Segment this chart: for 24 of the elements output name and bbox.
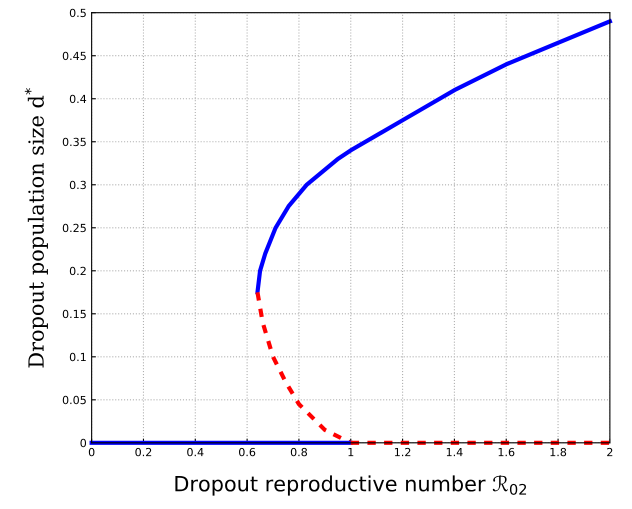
x-tick-label: 1.4 — [446, 448, 463, 456]
y-tick-label: 0.1 — [70, 352, 86, 362]
y-tick-label: 0.25 — [62, 224, 86, 232]
x-tick-label: 0.4 — [187, 448, 204, 456]
y-tick-label: 0.15 — [62, 310, 86, 318]
x-tick-label: 2 — [607, 448, 612, 456]
x-tick-label: 1.2 — [394, 448, 410, 456]
x-tick-label: 1.6 — [498, 448, 514, 456]
x-tick-label: 1 — [348, 448, 354, 456]
y-tick-label: 0.35 — [62, 138, 86, 146]
x-tick-label: 0.8 — [290, 448, 308, 456]
x-tick-label: 0.6 — [239, 448, 256, 456]
x-tick-label: 1.8 — [550, 448, 566, 456]
y-axis-title: Dropout population size d$^{*}$ — [24, 88, 48, 368]
x-tick-label: 0 — [88, 448, 94, 456]
y-tick-label: 0.45 — [62, 52, 86, 60]
y-tick-label: 0.05 — [62, 396, 86, 404]
y-tick-label: 0.2 — [70, 266, 86, 276]
y-tick-label: 0.3 — [70, 180, 86, 190]
y-tick-label: 0 — [80, 438, 86, 448]
x-tick-label: 0.2 — [135, 448, 152, 456]
y-tick-label: 0.4 — [70, 94, 86, 104]
x-axis-title: Dropout reproductive number ℛ$_{02}$ — [175, 475, 526, 496]
y-tick-label: 0.5 — [70, 8, 86, 18]
